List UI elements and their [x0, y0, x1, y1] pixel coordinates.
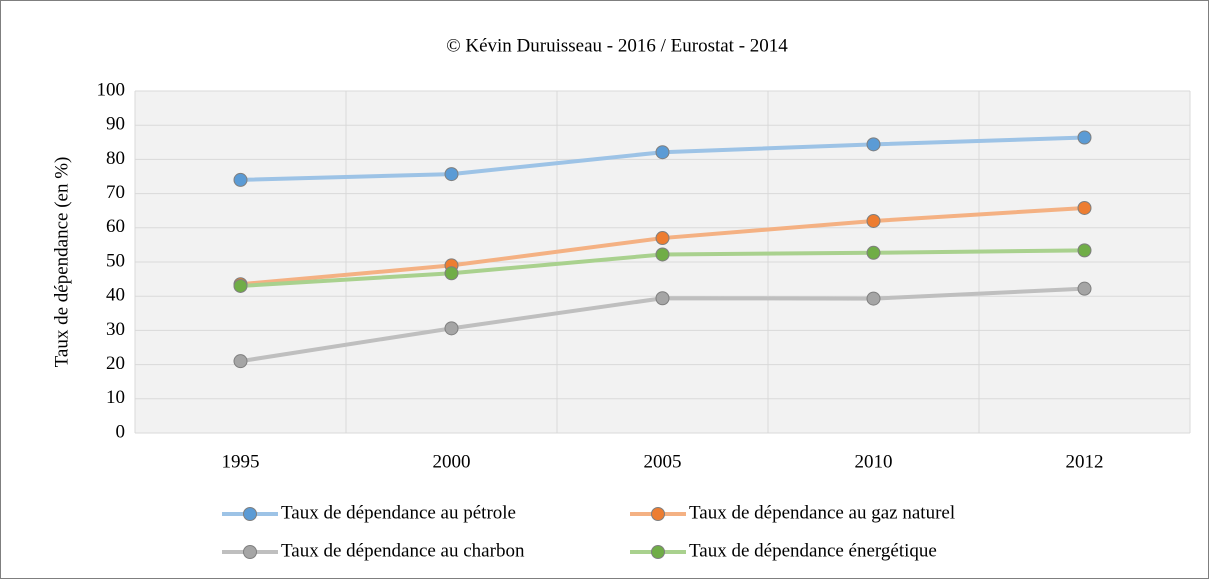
- data-point: [655, 231, 670, 246]
- x-tick-label: 2010: [855, 451, 893, 472]
- y-tick-label: 10: [106, 387, 125, 408]
- legend-marker: [651, 507, 665, 521]
- y-tick-label: 70: [106, 182, 125, 203]
- data-point: [1077, 281, 1092, 296]
- legend-label: Taux de dépendance au charbon: [281, 540, 525, 561]
- chart-title: © Kévin Duruisseau - 2016 / Eurostat - 2…: [446, 35, 788, 56]
- data-point: [444, 321, 459, 336]
- y-tick-label: 100: [97, 79, 126, 100]
- data-point: [866, 291, 881, 306]
- x-tick-label: 2005: [644, 451, 682, 472]
- legend-marker: [651, 545, 665, 559]
- y-tick-label: 90: [106, 114, 125, 135]
- data-point: [233, 278, 248, 293]
- data-point: [1077, 200, 1092, 215]
- legend-label: Taux de dépendance énergétique: [689, 540, 937, 561]
- data-point: [1077, 130, 1092, 145]
- data-point: [233, 354, 248, 369]
- y-tick-label: 20: [106, 353, 125, 374]
- y-tick-label: 80: [106, 148, 125, 169]
- y-tick-label: 60: [106, 216, 125, 237]
- data-point: [444, 266, 459, 281]
- y-tick-label: 40: [106, 285, 125, 306]
- legend-marker: [243, 507, 257, 521]
- y-axis-label: Taux de dépendance (en %): [51, 157, 72, 368]
- x-tick-label: 1995: [222, 451, 260, 472]
- x-tick-label: 2000: [433, 451, 471, 472]
- y-tick-label: 50: [106, 250, 125, 271]
- y-tick-label: 30: [106, 319, 125, 340]
- legend-label: Taux de dépendance au gaz naturel: [689, 502, 955, 523]
- x-tick-label: 2012: [1066, 451, 1104, 472]
- data-point: [866, 245, 881, 260]
- legend-label: Taux de dépendance au pétrole: [281, 502, 516, 523]
- data-point: [1077, 243, 1092, 258]
- data-point: [866, 137, 881, 152]
- data-point: [655, 291, 670, 306]
- data-point: [444, 167, 459, 182]
- legend-marker: [243, 545, 257, 559]
- data-point: [233, 172, 248, 187]
- y-tick-label: 0: [116, 421, 126, 442]
- data-point: [655, 247, 670, 262]
- data-point: [655, 145, 670, 160]
- data-point: [866, 213, 881, 228]
